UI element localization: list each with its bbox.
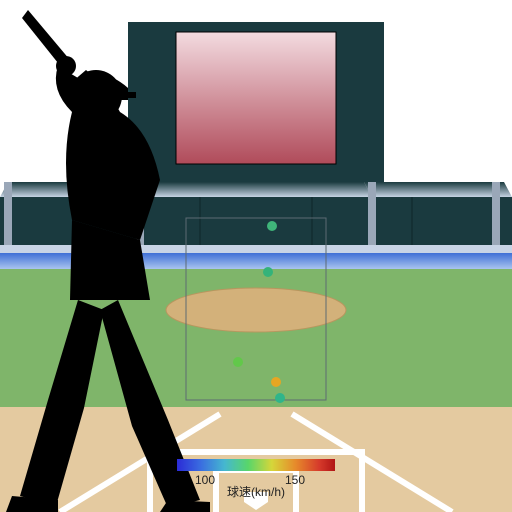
scoreboard: [128, 22, 384, 182]
chart-svg: 100 150 球速(km/h): [0, 0, 512, 512]
legend-label: 球速(km/h): [227, 485, 285, 499]
legend-tick: 100: [195, 473, 215, 487]
legend-tick: 150: [285, 473, 305, 487]
pitch-location-chart: 100 150 球速(km/h): [0, 0, 512, 512]
legend-gradient-bar: [177, 459, 335, 471]
